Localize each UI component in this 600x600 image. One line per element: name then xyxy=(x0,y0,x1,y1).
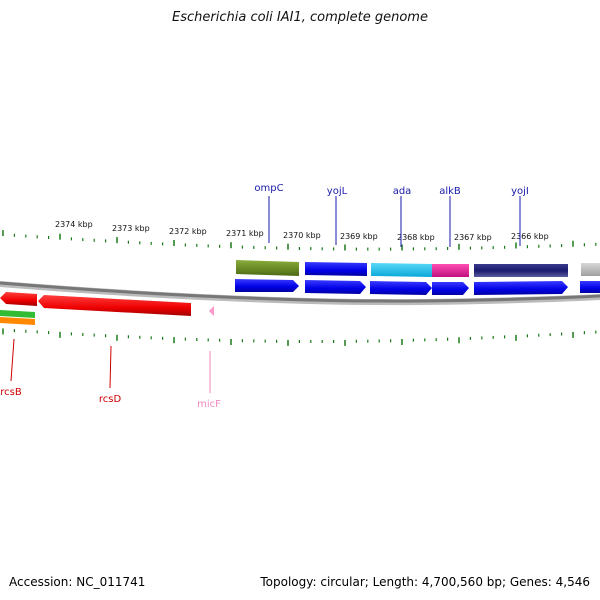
genome-backbone xyxy=(0,281,600,303)
tick-label: 2366 kbp xyxy=(511,232,549,241)
cds-arrow-rcsB[interactable] xyxy=(0,292,37,306)
gene-label-rcsB[interactable]: rcsB xyxy=(0,387,22,398)
cds-arrow-alkB[interactable] xyxy=(432,282,469,295)
forward-cds-track xyxy=(235,279,600,295)
feature-ompC-olive[interactable] xyxy=(236,260,299,276)
tick-label: 2374 kbp xyxy=(55,220,93,229)
reverse-cds-track xyxy=(0,292,214,316)
reverse-feature-track xyxy=(0,310,35,325)
tick-label: 2367 kbp xyxy=(454,233,492,242)
feature-yojL-blue[interactable] xyxy=(305,262,367,276)
tick-label: 2372 kbp xyxy=(169,227,207,236)
inner-tick-track xyxy=(2,328,597,346)
cds-arrow-ompC[interactable] xyxy=(235,279,299,292)
gene-label-yojL[interactable]: yojL xyxy=(327,186,348,197)
cds-arrow-rcsD[interactable] xyxy=(38,295,191,316)
gene-label-micF[interactable]: micF xyxy=(197,399,221,410)
leader-line-rcsB xyxy=(10,338,15,382)
tick-label: 2368 kbp xyxy=(397,233,435,242)
outer-tick-track xyxy=(2,230,597,251)
leader-line-rcsD xyxy=(109,345,112,389)
top-gene-labels: ompC yojL ada alkB yojI xyxy=(254,183,528,197)
gene-label-yojI[interactable]: yojI xyxy=(511,186,529,197)
cds-arrow-yojI[interactable] xyxy=(474,281,568,295)
feature-green[interactable] xyxy=(0,310,35,318)
topology-summary: Topology: circular; Length: 4,700,560 bp… xyxy=(260,575,590,589)
map-title: Escherichia coli IAI1, complete genome xyxy=(172,10,428,25)
tick-label: 2369 kbp xyxy=(340,232,378,241)
feature-yojI-navy[interactable] xyxy=(474,264,568,277)
cds-arrow-micF-pink[interactable] xyxy=(209,306,214,316)
cds-arrow-yojL[interactable] xyxy=(305,280,366,294)
feature-alkB-magenta[interactable] xyxy=(432,264,469,277)
bottom-gene-leaders xyxy=(10,338,211,393)
gene-label-rcsD[interactable]: rcsD xyxy=(99,394,122,405)
tick-label: 2371 kbp xyxy=(226,229,264,238)
tick-label: 2370 kbp xyxy=(283,231,321,240)
tick-label: 2373 kbp xyxy=(112,224,150,233)
gene-label-alkB[interactable]: alkB xyxy=(439,186,461,197)
feature-grey[interactable] xyxy=(581,263,600,276)
tick-labels: 2374 kbp 2373 kbp 2372 kbp 2371 kbp 2370… xyxy=(55,220,549,242)
cds-arrow-ada[interactable] xyxy=(370,281,432,295)
feature-ada-cyan[interactable] xyxy=(371,263,432,277)
top-gene-leaders xyxy=(268,196,521,247)
gene-label-ada[interactable]: ada xyxy=(393,186,412,197)
feature-track-upper xyxy=(236,260,600,277)
feature-orange[interactable] xyxy=(0,317,35,325)
bottom-gene-labels: rcsB rcsD micF xyxy=(0,387,221,410)
cds-arrow-edge[interactable] xyxy=(580,281,600,293)
accession-text: Accession: NC_011741 xyxy=(9,575,146,589)
gene-label-ompC[interactable]: ompC xyxy=(254,183,283,194)
